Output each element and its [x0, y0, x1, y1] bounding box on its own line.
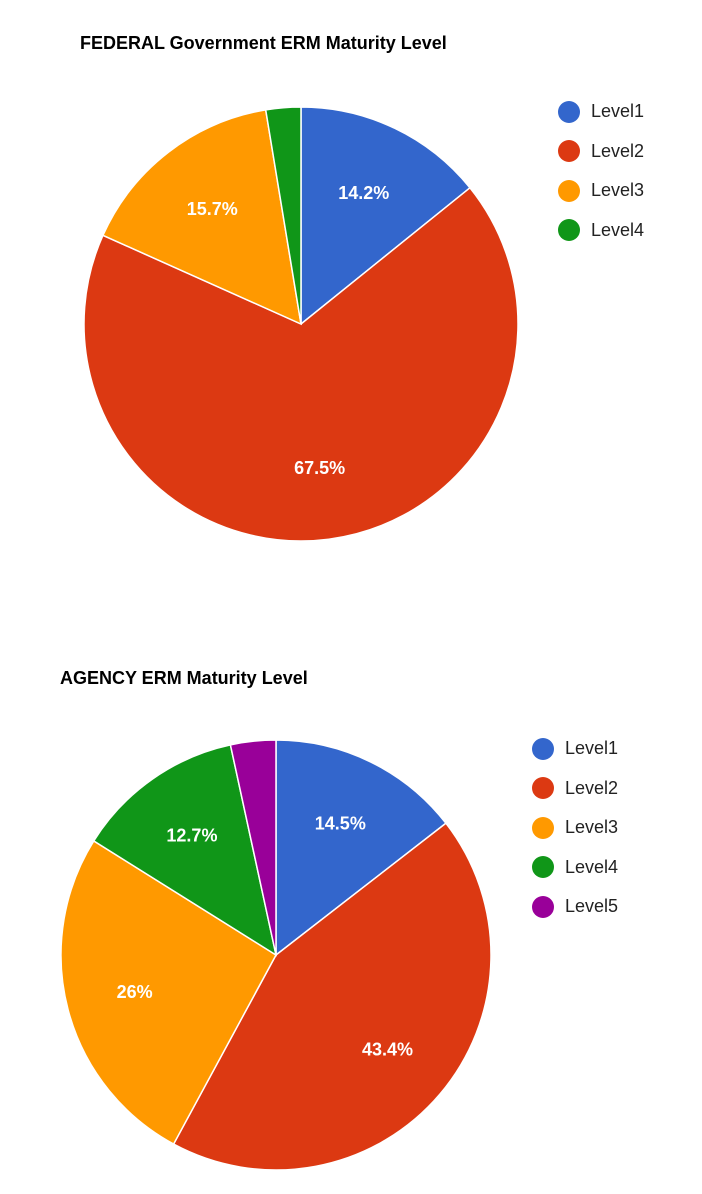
- pie-slice-level4: [92, 743, 278, 957]
- pie-plot-area: 14.2% 67.5% 15.7%: [83, 106, 519, 542]
- legend-label: Level1: [591, 101, 645, 122]
- slice-label-level4: 12.7%: [166, 825, 217, 845]
- legend-item-level4: Level4: [558, 211, 644, 251]
- pie-slice-level4: [264, 106, 302, 325]
- legend-label: Level2: [591, 140, 645, 161]
- legend-label: Level4: [591, 219, 645, 240]
- chart-title: AGENCY ERM Maturity Level: [60, 668, 308, 688]
- legend-item-level3: Level3: [532, 808, 618, 848]
- legend-item-level1: Level1: [532, 729, 618, 769]
- slice-label-level2: 43.4%: [362, 1040, 413, 1060]
- legend-item-level2: Level2: [558, 132, 644, 172]
- legend-item-level3: Level3: [558, 171, 644, 211]
- legend-label: Level3: [591, 180, 645, 201]
- legend-item-level4: Level4: [532, 848, 618, 888]
- legend-swatch: [532, 777, 554, 800]
- legend-label: Level4: [565, 856, 619, 877]
- legend-label: Level2: [565, 777, 619, 798]
- legend-item-level2: Level2: [532, 769, 618, 809]
- pie-slice-level3: [60, 839, 277, 1146]
- legend-label: Level3: [565, 817, 619, 838]
- legend-swatch: [532, 895, 554, 918]
- legend-item-level1: Level1: [558, 92, 644, 132]
- pie-slice-level1: [275, 739, 447, 957]
- agency-pie-chart: AGENCY ERM Maturity Level 14.5% 43.4% 26% 1…: [0, 640, 702, 1194]
- legend-swatch: [558, 219, 580, 242]
- legend: Level1 Level2 Level3 Level4: [558, 92, 644, 250]
- legend-swatch: [558, 140, 580, 163]
- legend-item-level5: Level5: [532, 887, 618, 927]
- pie-plot-area: 14.5% 43.4% 26% 12.7%: [60, 739, 492, 1171]
- legend-swatch: [558, 179, 580, 202]
- pie-slice-level5: [229, 739, 277, 956]
- slice-label-level1: 14.5%: [315, 814, 366, 834]
- legend-swatch: [532, 737, 554, 760]
- legend-label: Level1: [565, 738, 619, 759]
- pie-slice-level3: [101, 109, 302, 326]
- federal-pie-chart: FEDERAL Government ERM Maturity Level 14…: [0, 0, 702, 590]
- slice-label-level1: 14.2%: [338, 183, 389, 203]
- legend-label: Level5: [565, 896, 619, 917]
- slice-label-level3: 15.7%: [187, 199, 238, 219]
- legend-swatch: [558, 100, 580, 123]
- pie-slice-level2: [172, 822, 492, 1171]
- legend: Level1 Level2 Level3 Level4 Level5: [532, 729, 618, 927]
- slice-label-level3: 26%: [117, 982, 153, 1002]
- legend-swatch: [532, 816, 554, 839]
- pie-slice-level1: [300, 106, 471, 326]
- slice-label-level2: 67.5%: [294, 458, 345, 478]
- chart-title: FEDERAL Government ERM Maturity Level: [80, 33, 447, 53]
- legend-swatch: [532, 856, 554, 879]
